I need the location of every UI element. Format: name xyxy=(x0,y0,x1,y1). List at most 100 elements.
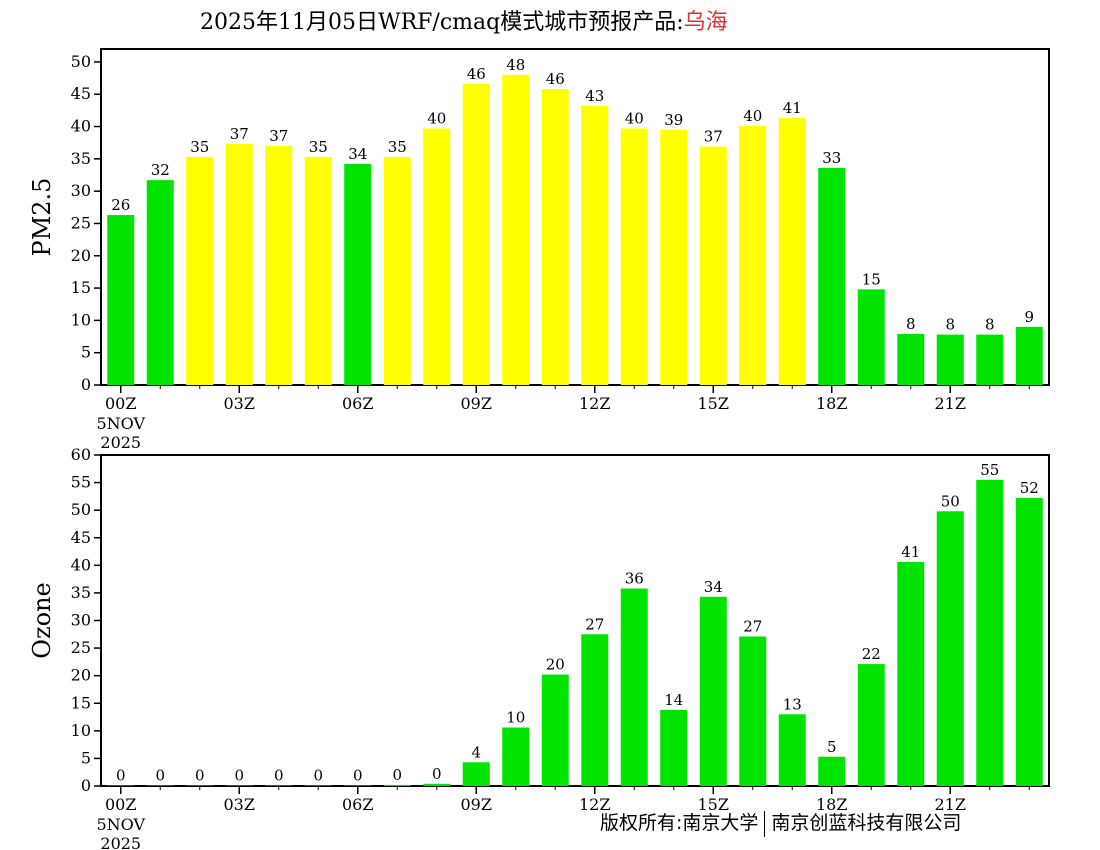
ozone-bar xyxy=(541,674,569,786)
ozone-bar-label: 0 xyxy=(274,766,284,784)
pm25-bar-label: 37 xyxy=(269,127,288,145)
ozone-y-tick-label: 40 xyxy=(71,555,91,574)
ozone-bar-label: 55 xyxy=(980,461,999,479)
pm25-x-tick-label: 03Z xyxy=(224,394,255,413)
ozone-date-label: 2025 xyxy=(100,834,141,850)
ozone-bar-label: 0 xyxy=(392,766,402,784)
ozone-y-axis-title: Ozone xyxy=(28,582,56,658)
pm25-bar xyxy=(739,125,767,386)
pm25-bar-label: 8 xyxy=(945,316,955,334)
pm25-bar xyxy=(936,334,964,385)
ozone-bar xyxy=(462,762,490,786)
pm25-bar xyxy=(107,215,135,385)
ozone-bar-label: 0 xyxy=(432,765,442,783)
ozone-bar xyxy=(976,479,1004,786)
pm25-bar-label: 8 xyxy=(985,316,995,334)
ozone-bar xyxy=(1015,498,1043,786)
ozone-bar xyxy=(423,783,451,786)
pm25-bar-label: 34 xyxy=(348,145,367,163)
pm25-bar-label: 35 xyxy=(388,138,407,156)
ozone-bar-label: 0 xyxy=(116,766,126,784)
ozone-bar xyxy=(818,756,846,786)
pm25-y-axis-title: PM2.5 xyxy=(28,178,56,257)
pm25-y-tick-label: 35 xyxy=(71,149,91,168)
ozone-bar-label: 20 xyxy=(546,656,565,674)
pm25-bar xyxy=(778,118,806,385)
title-prefix: 2025年11月05日WRF/cmaq模式城市预报产品: xyxy=(200,10,684,35)
ozone-bar xyxy=(225,785,253,786)
pm25-bar xyxy=(225,143,253,385)
copyright-right: 南京创蓝科技有限公司 xyxy=(771,812,962,834)
pm25-bar xyxy=(462,83,490,386)
pm25-bar-label: 32 xyxy=(151,161,170,179)
ozone-x-tick-label: 09Z xyxy=(461,795,492,814)
pm25-bar-label: 15 xyxy=(862,270,881,288)
pm25-x-tick-label: 18Z xyxy=(816,394,847,413)
pm25-y-tick-label: 20 xyxy=(71,246,91,265)
ozone-bar-label: 34 xyxy=(704,578,723,596)
pm25-bar xyxy=(344,164,372,385)
pm25-bar-label: 35 xyxy=(190,138,209,156)
pm25-y-tick-label: 5 xyxy=(81,343,91,362)
pm25-date-label: 5NOV xyxy=(96,414,145,433)
pm25-bar-label: 43 xyxy=(585,87,604,105)
pm25-bar xyxy=(857,289,885,385)
ozone-x-tick-label: 15Z xyxy=(698,795,729,814)
chart-title: 2025年11月05日WRF/cmaq模式城市预报产品:乌海 xyxy=(200,4,728,36)
pm25-y-tick-label: 10 xyxy=(71,310,91,329)
ozone-x-tick-label: 18Z xyxy=(816,795,847,814)
ozone-x-tick-label: 21Z xyxy=(935,795,966,814)
pm25-x-tick-label: 12Z xyxy=(579,394,610,413)
pm25-bar-label: 46 xyxy=(546,70,565,88)
pm25-bar xyxy=(897,333,925,385)
ozone-y-tick-label: 50 xyxy=(71,500,91,519)
pm25-bar xyxy=(423,128,451,385)
ozone-bar-label: 4 xyxy=(471,743,481,761)
pm25-bar-label: 40 xyxy=(625,109,644,127)
ozone-bar xyxy=(146,785,174,786)
ozone-bar xyxy=(186,785,214,786)
ozone-bar xyxy=(897,562,925,786)
ozone-bar-label: 0 xyxy=(353,766,363,784)
pm25-bar xyxy=(581,105,609,385)
ozone-bar-label: 41 xyxy=(901,543,920,561)
pm25-y-tick-label: 15 xyxy=(71,278,91,297)
ozone-bar xyxy=(739,636,767,786)
ozone-bar-label: 50 xyxy=(941,492,960,510)
ozone-bar xyxy=(620,588,648,786)
ozone-bar-label: 27 xyxy=(743,617,762,635)
pm25-bar xyxy=(818,167,846,385)
ozone-bar xyxy=(383,784,411,786)
pm25-bar xyxy=(304,156,332,385)
pm25-x-tick-label: 00Z xyxy=(105,394,136,413)
ozone-bar xyxy=(936,511,964,786)
ozone-bar xyxy=(699,596,727,786)
pm25-bar-label: 40 xyxy=(743,107,762,125)
pm25-x-tick-label: 15Z xyxy=(698,394,729,413)
pm25-bar-label: 41 xyxy=(783,99,802,117)
ozone-y-tick-label: 60 xyxy=(71,445,91,464)
pm25-date-label: 2025 xyxy=(100,433,141,452)
ozone-y-tick-label: 10 xyxy=(71,721,91,740)
pm25-bar-label: 37 xyxy=(230,125,249,143)
pm25-plot-frame xyxy=(100,48,1050,386)
pm25-bar xyxy=(660,129,688,385)
ozone-y-tick-label: 30 xyxy=(71,611,91,630)
pm25-bar xyxy=(699,146,727,385)
ozone-bar xyxy=(660,709,688,786)
pm25-bar-label: 9 xyxy=(1024,308,1034,326)
pm25-y-tick-label: 0 xyxy=(81,375,91,394)
ozone-y-tick-label: 0 xyxy=(81,776,91,795)
pm25-bar xyxy=(146,180,174,385)
ozone-bar-label: 0 xyxy=(313,766,323,784)
ozone-bar xyxy=(344,785,372,786)
ozone-bar-label: 36 xyxy=(625,570,644,588)
pm25-bar-label: 35 xyxy=(309,138,328,156)
ozone-bar-label: 10 xyxy=(506,709,525,727)
ozone-x-tick-label: 03Z xyxy=(224,795,255,814)
ozone-bar xyxy=(778,714,806,786)
pm25-bar-label: 37 xyxy=(704,128,723,146)
ozone-y-tick-label: 25 xyxy=(71,638,91,657)
ozone-bar-label: 27 xyxy=(585,615,604,633)
